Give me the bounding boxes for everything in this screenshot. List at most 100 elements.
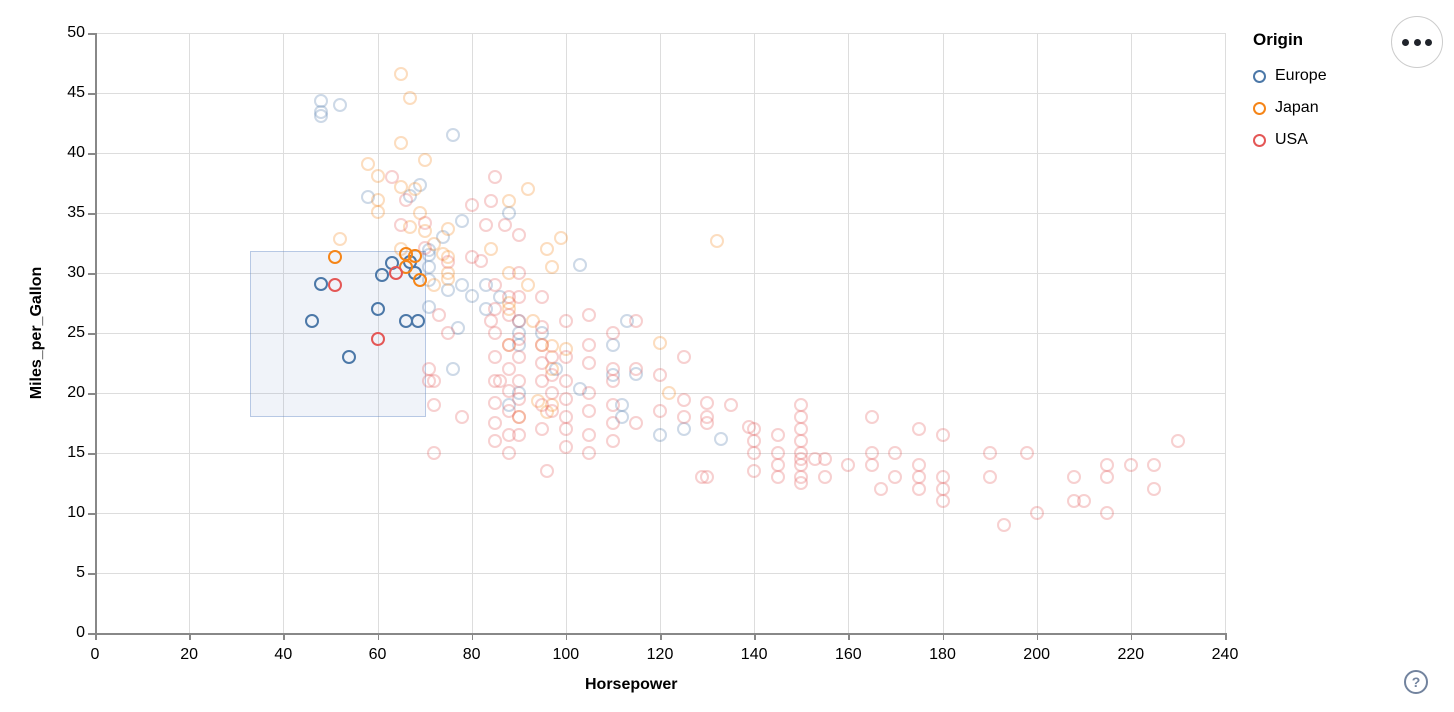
x-tick-label: 160: [834, 646, 862, 663]
ellipsis-dot-icon: [1413, 38, 1421, 46]
data-point-usa: [478, 218, 493, 232]
data-point-usa: [488, 395, 503, 410]
y-tick: [88, 273, 95, 275]
x-tick: [1130, 633, 1133, 640]
y-tick: [88, 513, 95, 515]
data-point-europe: [653, 428, 667, 442]
legend-item-europe: Europe: [1253, 60, 1327, 92]
data-point-usa: [605, 416, 620, 430]
data-point-usa: [582, 356, 597, 370]
data-point-usa: [770, 470, 785, 484]
x-tick: [754, 633, 756, 640]
data-point-usa: [747, 464, 762, 478]
data-point-japan: [417, 153, 432, 168]
y-tick-label: 30: [67, 264, 85, 281]
data-point-usa: [1100, 470, 1115, 484]
data-point-usa: [1029, 506, 1044, 520]
data-point-japan: [332, 232, 347, 247]
data-point-usa: [582, 338, 597, 352]
help-icon[interactable]: ?: [1404, 670, 1428, 694]
selected-data-point-europe: [375, 268, 390, 283]
data-point-usa: [544, 350, 559, 364]
data-point-usa: [464, 197, 479, 212]
y-tick-label: 0: [76, 624, 85, 641]
data-point-usa: [511, 374, 526, 388]
data-point-usa: [794, 476, 809, 490]
data-point-usa: [427, 374, 441, 388]
data-point-usa: [629, 314, 644, 328]
data-point-usa: [605, 434, 620, 448]
data-point-usa: [502, 446, 517, 460]
data-point-europe: [714, 431, 729, 446]
data-point-usa: [511, 410, 526, 424]
x-tick: [377, 633, 379, 640]
data-point-usa: [535, 290, 550, 304]
data-point-europe: [455, 214, 470, 229]
data-point-usa: [629, 362, 644, 376]
data-point-usa: [1123, 458, 1138, 472]
data-point-usa: [911, 482, 926, 496]
y-tick: [88, 333, 95, 335]
data-point-europe: [464, 288, 479, 303]
x-tick: [660, 633, 662, 640]
data-point-usa: [653, 404, 667, 418]
data-point-usa: [1100, 506, 1115, 520]
data-point-japan: [502, 194, 517, 208]
data-point-usa: [511, 266, 526, 280]
data-point-usa: [582, 386, 597, 400]
x-axis-title: Horsepower: [585, 676, 678, 693]
data-point-usa: [427, 446, 441, 460]
data-point-europe: [605, 338, 620, 352]
data-point-usa: [676, 393, 691, 408]
data-point-usa: [511, 332, 526, 346]
data-point-usa: [544, 368, 559, 382]
data-point-usa: [511, 227, 526, 242]
y-gridline: [95, 513, 1225, 514]
data-point-usa: [935, 494, 950, 508]
data-point-usa: [441, 326, 456, 340]
data-point-usa: [723, 398, 738, 412]
y-gridline: [95, 393, 1225, 394]
y-gridline: [95, 573, 1225, 574]
data-point-japan: [370, 168, 385, 183]
selected-data-point-europe: [314, 276, 328, 291]
data-point-japan: [427, 278, 441, 292]
y-tick: [88, 573, 95, 575]
y-tick: [88, 153, 95, 155]
y-gridline: [95, 273, 1225, 274]
x-tick-label: 100: [552, 646, 580, 663]
vega-actions-menu-button[interactable]: [1391, 16, 1443, 68]
data-point-japan: [662, 386, 677, 400]
data-point-usa: [511, 314, 526, 328]
y-tick: [88, 33, 95, 35]
data-point-japan: [521, 278, 536, 292]
europe-swatch-icon: [1253, 69, 1266, 83]
x-tick: [1225, 633, 1227, 640]
data-point-europe: [455, 278, 470, 292]
y-tick-label: 45: [67, 84, 85, 101]
y-tick: [88, 93, 95, 95]
x-tick: [189, 633, 191, 640]
legend-title: Origin: [1253, 30, 1304, 49]
data-point-usa: [700, 395, 715, 410]
selected-data-point-japan: [412, 273, 427, 288]
data-point-usa: [488, 350, 503, 364]
data-point-japan: [394, 66, 409, 81]
data-point-japan: [544, 260, 559, 274]
data-point-usa: [582, 308, 597, 322]
data-point-usa: [511, 290, 526, 304]
x-tick-label: 120: [646, 646, 674, 663]
data-point-usa: [558, 374, 573, 388]
y-gridline: [95, 33, 1225, 34]
data-point-japan: [408, 182, 423, 196]
legend-label-japan: Japan: [1275, 99, 1319, 116]
legend-label-europe: Europe: [1275, 67, 1327, 84]
x-tick-label: 80: [462, 646, 481, 663]
data-point-japan: [483, 242, 498, 256]
y-axis-line: [95, 33, 97, 633]
data-point-europe: [445, 128, 460, 142]
data-point-japan: [554, 231, 569, 246]
y-tick-label: 15: [67, 444, 85, 461]
data-point-usa: [605, 374, 620, 388]
data-point-usa: [676, 350, 691, 364]
